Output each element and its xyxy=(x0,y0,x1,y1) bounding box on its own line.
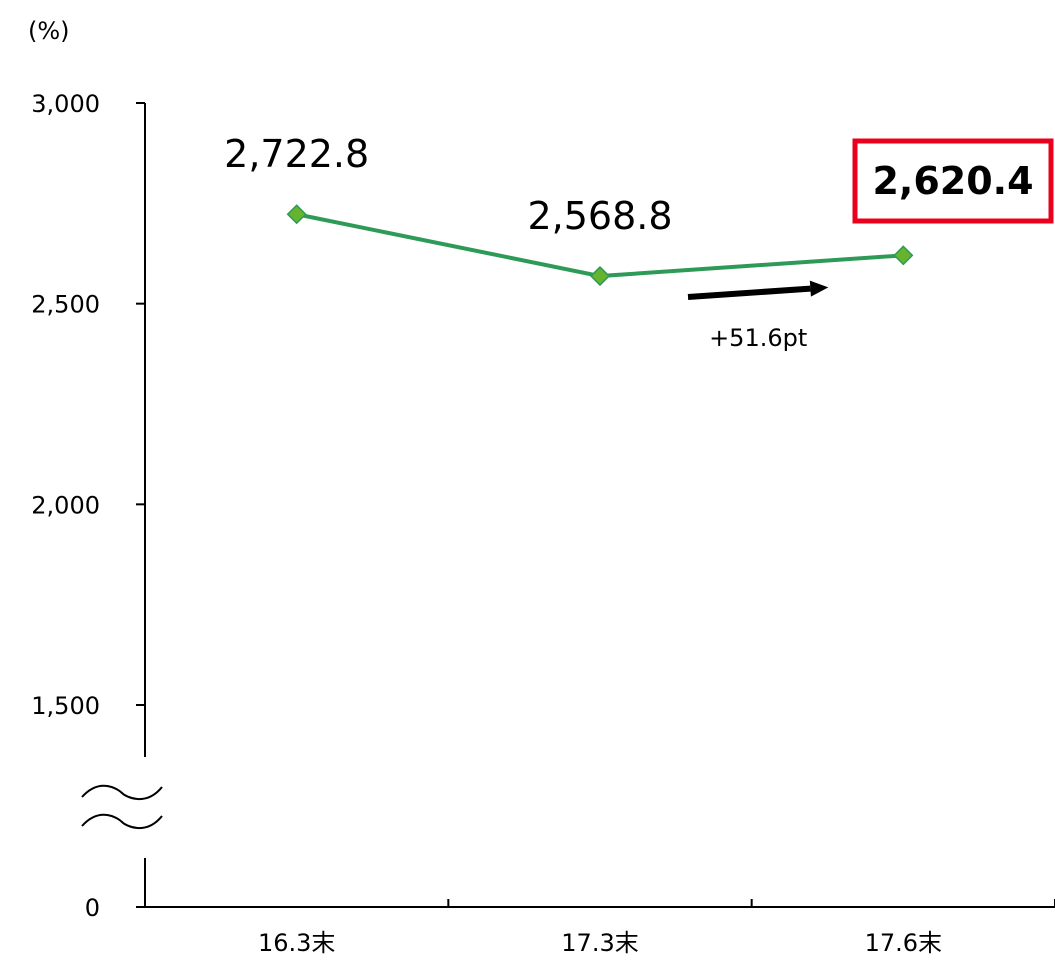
change-arrow-shaft xyxy=(687,285,811,301)
y-tick-label: 2,500 xyxy=(31,291,100,319)
data-label: 2,568.8 xyxy=(527,194,672,238)
change-label: +51.6pt xyxy=(709,324,807,352)
series-line xyxy=(286,204,914,287)
y-axis: 0 1,500 2,000 2,500 3,000 xyxy=(31,90,146,922)
y-tick-label: 1,500 xyxy=(31,692,100,720)
axis-break-wave-2 xyxy=(81,813,163,829)
change-arrow-head xyxy=(809,280,829,297)
highlight-box xyxy=(852,138,1054,224)
x-axis: 16.3末 17.3末 17.6末 xyxy=(145,899,1055,957)
axis-break-mark xyxy=(81,784,163,829)
data-point-marker xyxy=(893,245,914,266)
x-tick-label: 16.3末 xyxy=(258,929,335,957)
y-tick-label: 2,000 xyxy=(31,491,100,519)
data-point-marker xyxy=(286,204,307,225)
y-unit-label: (%) xyxy=(28,17,70,45)
y-tick-label: 0 xyxy=(85,894,100,922)
y-tick-label: 3,000 xyxy=(31,90,100,118)
data-labels: 2,722.8 2,568.8 2,620.4 xyxy=(224,132,1054,238)
axis-break-wave-1 xyxy=(81,784,163,800)
data-point-marker xyxy=(589,265,611,287)
x-tick-label: 17.3末 xyxy=(561,929,638,957)
data-label: 2,722.8 xyxy=(224,132,369,176)
x-tick-label: 17.6末 xyxy=(865,929,942,957)
data-label-highlighted: 2,620.4 xyxy=(872,159,1033,203)
change-annotation: +51.6pt xyxy=(687,280,829,352)
